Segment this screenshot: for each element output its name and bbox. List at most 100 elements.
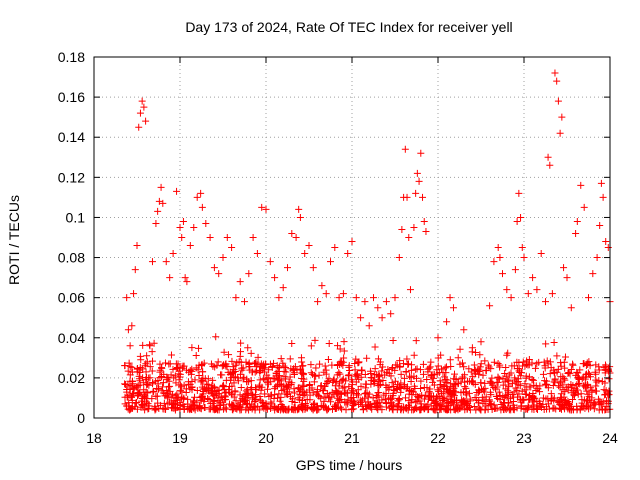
data-point — [384, 366, 392, 374]
data-point — [558, 396, 566, 404]
data-point — [502, 364, 510, 372]
x-axis-label: GPS time / hours — [296, 457, 403, 473]
data-point — [352, 294, 360, 302]
data-point — [443, 318, 451, 326]
data-point — [405, 234, 413, 241]
data-point — [226, 376, 234, 384]
data-point — [236, 391, 244, 399]
data-point — [592, 382, 600, 390]
data-point — [597, 179, 605, 187]
data-point — [121, 380, 129, 388]
data-point — [515, 189, 523, 197]
data-point — [243, 394, 251, 402]
data-point — [258, 203, 266, 211]
data-point — [282, 375, 290, 383]
x-tick-label: 20 — [258, 430, 274, 446]
data-point — [482, 367, 490, 375]
data-point — [309, 264, 317, 272]
data-point — [311, 404, 319, 412]
data-point — [413, 405, 421, 413]
data-point — [126, 363, 134, 371]
data-point — [152, 377, 160, 385]
data-point — [231, 388, 239, 396]
data-point — [351, 366, 359, 374]
data-point — [339, 384, 347, 392]
data-point — [267, 405, 275, 413]
data-point — [486, 302, 494, 310]
data-point — [228, 406, 236, 414]
data-point — [601, 379, 609, 387]
data-point — [221, 396, 229, 404]
data-point — [123, 294, 131, 302]
data-point — [215, 406, 223, 414]
data-point — [148, 348, 156, 356]
data-point — [173, 187, 181, 195]
data-point — [324, 356, 332, 364]
data-point — [453, 404, 461, 412]
data-point — [507, 294, 515, 302]
data-point — [151, 404, 159, 412]
data-point — [557, 404, 565, 412]
data-point — [471, 368, 479, 376]
data-point — [357, 367, 365, 375]
data-point — [311, 336, 319, 344]
data-point — [454, 406, 462, 414]
data-point — [263, 375, 271, 383]
data-point — [320, 368, 328, 376]
data-point — [517, 372, 525, 380]
data-point — [344, 372, 352, 380]
data-point — [522, 374, 530, 382]
data-point — [134, 382, 142, 390]
data-point — [307, 361, 315, 369]
data-point — [142, 117, 150, 125]
data-point — [437, 351, 445, 359]
data-point — [354, 372, 362, 380]
data-point — [314, 298, 322, 306]
data-point — [174, 363, 182, 371]
data-point — [347, 394, 355, 402]
data-point — [405, 397, 413, 405]
data-point — [580, 203, 588, 211]
data-point — [235, 358, 243, 366]
data-point — [572, 371, 580, 379]
data-point — [364, 393, 372, 401]
data-point — [121, 362, 129, 370]
data-point — [572, 229, 580, 237]
data-point — [313, 388, 321, 396]
data-point — [339, 290, 347, 298]
data-point — [411, 385, 419, 393]
data-point — [128, 396, 136, 404]
data-point — [167, 371, 175, 379]
data-point — [605, 367, 613, 375]
data-point — [373, 399, 381, 407]
data-point — [477, 360, 485, 368]
data-point — [282, 368, 290, 376]
data-point — [237, 339, 245, 347]
data-point — [325, 394, 333, 402]
data-point — [505, 371, 513, 379]
data-point — [518, 244, 526, 252]
data-point — [375, 382, 383, 390]
data-point — [233, 402, 241, 410]
data-point — [449, 382, 457, 390]
x-tick-labels: 18 19 20 21 22 23 24 — [86, 430, 618, 446]
data-point — [459, 388, 467, 396]
x-tick-label: 19 — [172, 430, 188, 446]
data-point — [341, 389, 349, 397]
data-point — [553, 352, 561, 360]
data-point — [280, 382, 288, 390]
data-point — [125, 402, 133, 410]
data-point — [156, 360, 164, 368]
data-point — [352, 371, 360, 379]
data-point — [213, 361, 221, 369]
data-point — [556, 129, 564, 137]
data-point — [398, 225, 406, 233]
data-point — [501, 369, 509, 377]
data-point — [427, 358, 435, 366]
data-point — [159, 199, 167, 207]
data-point — [426, 385, 434, 393]
data-point — [585, 396, 593, 404]
data-point — [179, 362, 187, 370]
data-point — [291, 363, 299, 371]
data-point — [135, 123, 143, 131]
